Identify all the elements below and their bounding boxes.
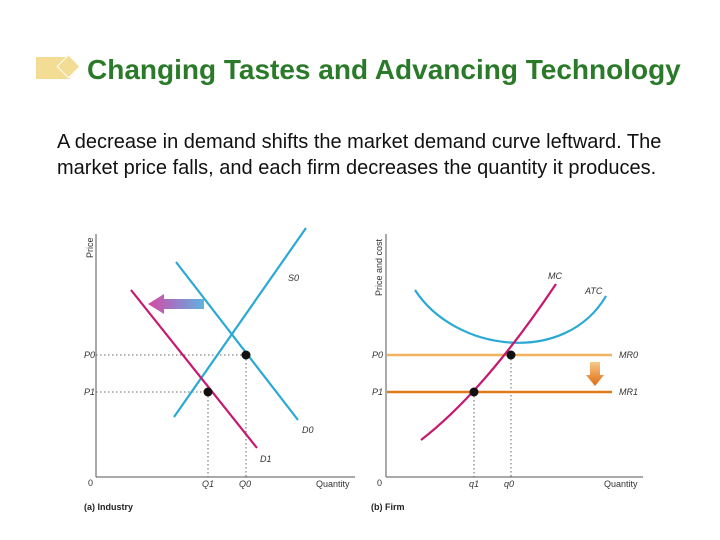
- slide-title: Changing Tastes and Advancing Technology: [87, 54, 681, 85]
- industry-y-axis-label: Price: [85, 237, 95, 258]
- firm-equilibrium-initial: [506, 350, 516, 360]
- average-total-cost-curve: [414, 289, 607, 344]
- marginal-cost-label: MC: [548, 271, 562, 281]
- firm-equilibrium-new: [469, 387, 479, 397]
- marginal-cost-curve: [420, 283, 557, 441]
- industry-price-label-p1: P1: [84, 387, 95, 397]
- firm-x-axis-label: Quantity: [604, 479, 638, 489]
- firm-graph: Price and cost Quantity 0 P0 P1 q1 q0 MC…: [371, 234, 643, 512]
- industry-quantity-label-q0: Q0: [239, 479, 251, 489]
- down-shift-arrow-icon: [586, 362, 604, 386]
- industry-graph: Price Quantity 0 P0 P1 Q1 Q0 S0 D0 D1 (a…: [84, 227, 355, 512]
- demand-curve-d0: [173, 227, 307, 418]
- firm-quantity-label-q0: q0: [504, 479, 514, 489]
- firm-price-label-p0: P0: [372, 350, 383, 360]
- supply-curve-s0: [175, 261, 299, 421]
- demand-curve-label-d0: D0: [302, 425, 314, 435]
- firm-price-label-p1: P1: [372, 387, 383, 397]
- industry-quantity-label-q1: Q1: [202, 479, 214, 489]
- demand-curve-label-d1: D1: [260, 454, 272, 464]
- industry-equilibrium-new: [203, 387, 213, 397]
- industry-caption: (a) Industry: [84, 502, 133, 512]
- marginal-revenue-label-mr0: MR0: [619, 350, 638, 360]
- supply-curve-label-s0: S0: [288, 273, 299, 283]
- industry-x-axis-label: Quantity: [316, 479, 350, 489]
- left-shift-arrow-icon: [148, 294, 204, 314]
- industry-equilibrium-initial: [241, 350, 251, 360]
- firm-origin-label: 0: [377, 478, 382, 488]
- average-total-cost-label: ATC: [584, 286, 603, 296]
- demand-curve-d1: [130, 289, 258, 449]
- firm-caption: (b) Firm: [371, 502, 405, 512]
- industry-price-label-p0: P0: [84, 350, 95, 360]
- firm-quantity-label-q1: q1: [469, 479, 479, 489]
- slide-body-text: A decrease in demand shifts the market d…: [57, 131, 662, 179]
- industry-origin-label: 0: [88, 478, 93, 488]
- marginal-revenue-label-mr1: MR1: [619, 387, 638, 397]
- firm-y-axis-label: Price and cost: [374, 238, 384, 296]
